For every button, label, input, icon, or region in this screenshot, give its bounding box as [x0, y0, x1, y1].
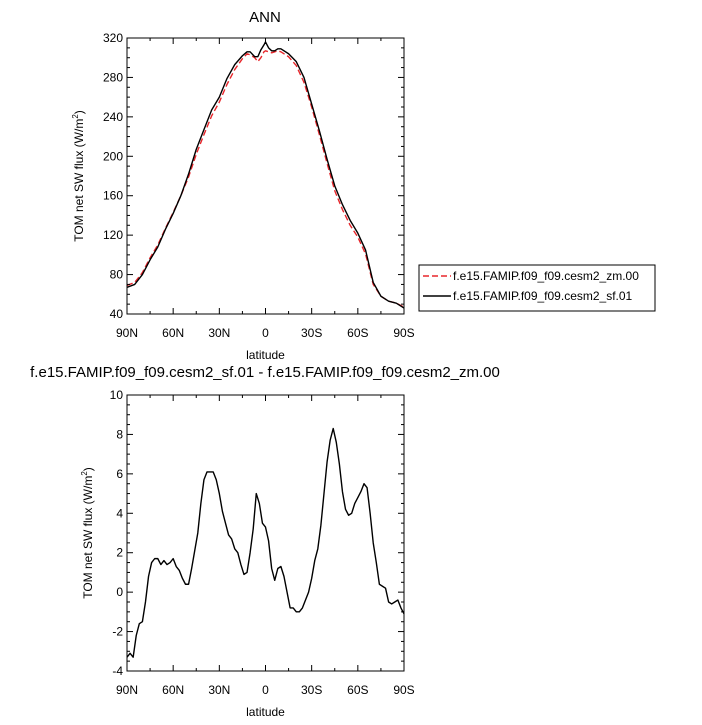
panel2-y-tick-label: 2 — [116, 546, 123, 560]
panel1-series-line-2 — [126, 41, 405, 309]
panel2-plot-frame — [126, 394, 405, 672]
legend-label-1: f.e15.FAMIP.f09_f09.cesm2_zm.00 — [453, 269, 639, 283]
panel1-x-tick-label: 0 — [262, 326, 269, 340]
panel2-y-tick-label: 6 — [116, 467, 123, 481]
panel1-x-tick-label: 60N — [162, 326, 184, 340]
panel2-x-tick-label: 30S — [301, 683, 322, 697]
panel2-x-tick-label: 60N — [162, 683, 184, 697]
panel2-y-tick-label: 4 — [116, 506, 123, 520]
panel2-x-axis-label: latitude — [246, 705, 285, 719]
panel2-x-tick-label: 60S — [347, 683, 368, 697]
panel1-y-tick-label: 160 — [103, 189, 123, 203]
panel1-x-tick-label: 30S — [301, 326, 322, 340]
panel1-y-tick-label: 320 — [103, 31, 123, 45]
panel2-y-axis-label: TOM net SW flux (W/m2) — [80, 467, 95, 599]
panel1-x-tick-label: 90N — [116, 326, 138, 340]
panel1-y-tick-label: 200 — [103, 149, 123, 163]
panel1-y-axis-label: TOM net SW flux (W/m2) — [71, 110, 86, 242]
panel2-y-tick-label: 0 — [116, 585, 123, 599]
panel1-y-tick-label: 280 — [103, 70, 123, 84]
panel2-x-tick-label: 90S — [393, 683, 414, 697]
panel2-y-tick-label: -4 — [112, 664, 123, 678]
panel1-x-tick-label: 30N — [208, 326, 230, 340]
panel2-x-tick-label: 90N — [116, 683, 138, 697]
panel2-series-line-1 — [126, 427, 405, 658]
panel1-y-tick-label: 240 — [103, 110, 123, 124]
legend-label-2: f.e15.FAMIP.f09_f09.cesm2_sf.01 — [453, 289, 633, 303]
panel1-title: ANN — [249, 9, 281, 26]
panel1-series-line-1 — [126, 50, 405, 308]
panel1-x-axis-label: latitude — [246, 348, 285, 362]
panel2-x-tick-label: 30N — [208, 683, 230, 697]
panel1-y-tick-label: 40 — [110, 307, 124, 321]
panel2-x-tick-label: 0 — [262, 683, 269, 697]
panel1-y-tick-label: 80 — [110, 268, 124, 282]
panel1-x-tick-label: 90S — [393, 326, 414, 340]
panel2-y-tick-label: -2 — [112, 625, 123, 639]
panel1-plot-frame — [126, 37, 405, 315]
panel2-y-tick-label: 10 — [110, 388, 124, 402]
panel2-title: f.e15.FAMIP.f09_f09.cesm2_sf.01 - f.e15.… — [30, 364, 500, 381]
legend-box — [418, 264, 656, 312]
panel2-y-tick-label: 8 — [116, 427, 123, 441]
panel1-y-tick-label: 120 — [103, 228, 123, 242]
panel1-x-tick-label: 60S — [347, 326, 368, 340]
